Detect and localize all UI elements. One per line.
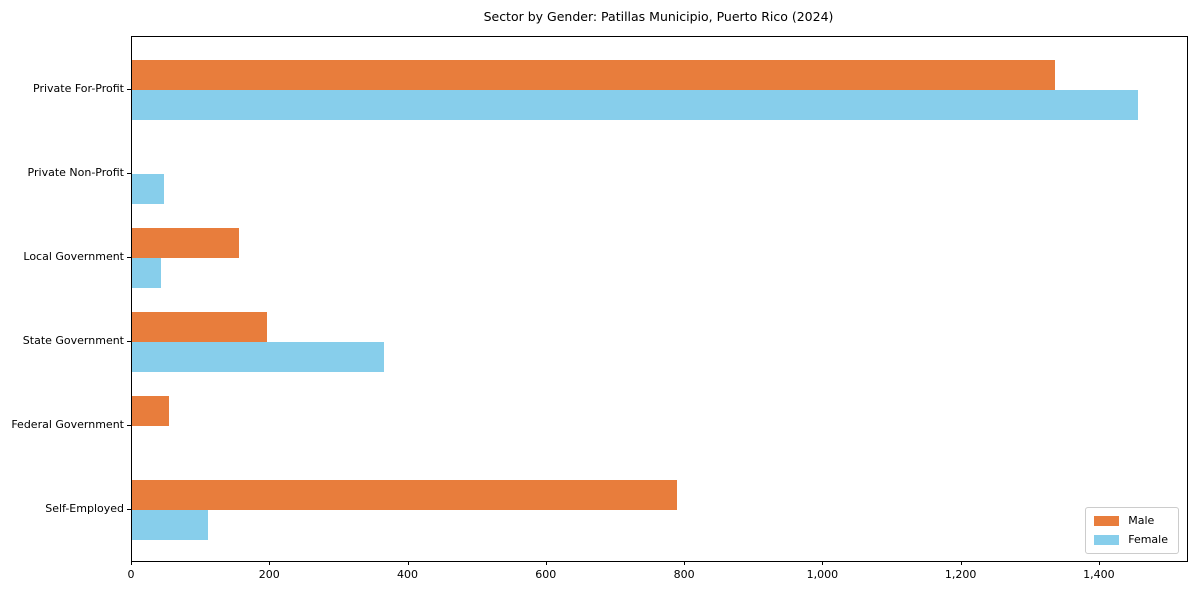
male-bar-state-government: [132, 312, 267, 342]
male-bar-self-employed: [132, 480, 677, 510]
legend-label-male: Male: [1128, 514, 1155, 527]
chart-title: Sector by Gender: Patillas Municipio, Pu…: [483, 9, 834, 24]
x-axis-label-200: 200: [258, 568, 280, 581]
y-tick: [127, 257, 131, 258]
plot-area: Male Female: [131, 36, 1188, 562]
y-axis-label-state-government: State Government: [22, 334, 124, 347]
x-tick: [269, 561, 271, 565]
x-axis-label-1-200: 1,200: [944, 568, 977, 581]
y-tick: [127, 89, 131, 90]
female-swatch-icon: [1094, 535, 1120, 545]
female-bar-private-non-profit: [132, 174, 164, 204]
y-axis-label-local-government: Local Government: [23, 250, 124, 263]
x-axis-label-1-400: 1,400: [1083, 568, 1115, 581]
y-axis-label-federal-government: Federal Government: [11, 418, 124, 431]
x-tick: [131, 561, 132, 565]
x-tick: [545, 561, 547, 565]
legend: Male Female: [1085, 507, 1179, 554]
x-tick: [822, 561, 824, 565]
x-tick: [1098, 561, 1100, 565]
x-tick: [407, 561, 409, 565]
legend-label-female: Female: [1128, 533, 1168, 546]
male-bar-private-for-profit: [132, 60, 1055, 90]
x-axis-label-400: 400: [397, 568, 419, 581]
y-tick: [127, 425, 131, 426]
y-axis-label-self-employed: Self-Employed: [45, 502, 124, 515]
male-bar-local-government: [132, 228, 240, 258]
male-swatch-icon: [1094, 516, 1120, 526]
female-bar-private-for-profit: [132, 90, 1138, 120]
x-axis-label-1-000: 1,000: [806, 568, 839, 581]
legend-entry-male: Male: [1094, 515, 1168, 527]
y-axis-label-private-for-profit: Private For-Profit: [33, 82, 124, 95]
x-axis-label-0: 0: [127, 568, 135, 581]
female-bar-self-employed: [132, 510, 209, 540]
y-tick: [127, 173, 131, 174]
y-tick: [127, 341, 131, 342]
y-axis-label-private-non-profit: Private Non-Profit: [27, 166, 124, 179]
female-bar-local-government: [132, 258, 162, 288]
x-tick: [684, 561, 686, 565]
female-bar-state-government: [132, 342, 385, 372]
male-bar-federal-government: [132, 396, 170, 426]
x-tick: [960, 561, 962, 565]
legend-entry-female: Female: [1094, 534, 1168, 546]
x-axis-label-600: 600: [535, 568, 557, 581]
y-tick: [127, 509, 131, 510]
x-axis-label-800: 800: [673, 568, 695, 581]
